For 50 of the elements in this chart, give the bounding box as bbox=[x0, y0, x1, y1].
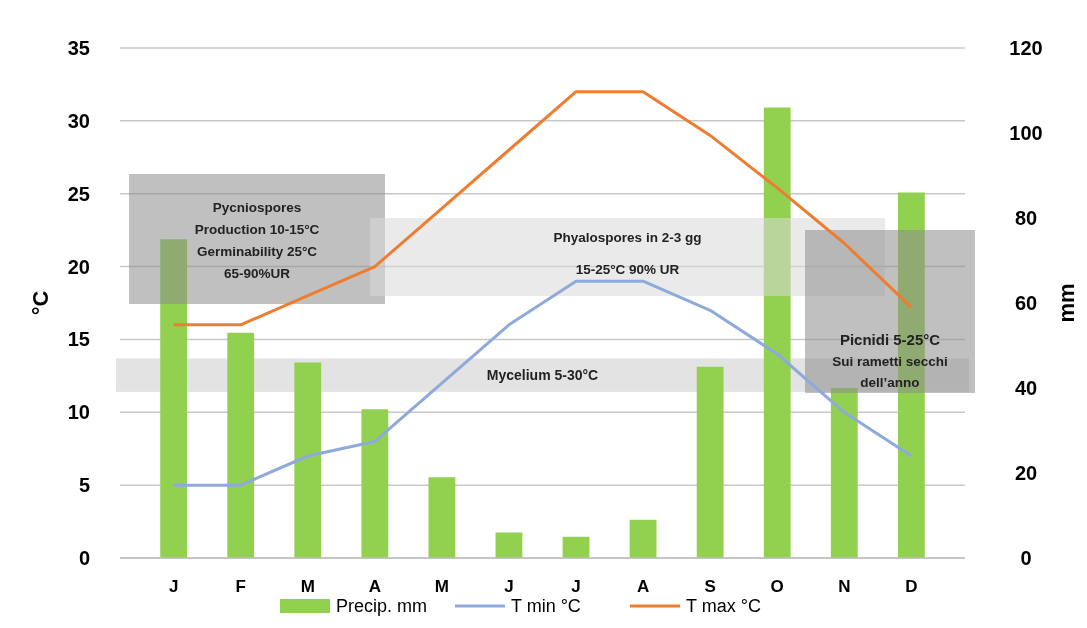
legend-label: T min °C bbox=[511, 596, 581, 616]
y-tick-label: 5 bbox=[78, 474, 90, 497]
x-tick-label: F bbox=[235, 577, 246, 596]
y2-tick-label: 100 bbox=[1009, 122, 1043, 144]
bar bbox=[361, 409, 389, 558]
x-tick-label: J bbox=[571, 577, 581, 596]
y-tick-label: 10 bbox=[67, 401, 90, 424]
x-tick-label: D bbox=[905, 577, 918, 596]
bar bbox=[830, 388, 858, 558]
note-box: Phyalospores in 2-3 gg 15-25°C 90% UR bbox=[370, 218, 885, 296]
bar bbox=[160, 239, 188, 558]
y2-axis-title: mm bbox=[1054, 283, 1079, 323]
annotation: Pycniospores Production 10-15°C Germinability 25°C 65-90%UR bbox=[194, 200, 320, 281]
y-tick-label: 25 bbox=[67, 182, 90, 205]
y2-tick-label: 80 bbox=[1014, 207, 1038, 229]
legend-label: Precip. mm bbox=[336, 596, 428, 616]
y-axis-title: °C bbox=[28, 290, 53, 316]
x-tick-label: J bbox=[504, 577, 514, 596]
y2-tick-label: 20 bbox=[1014, 462, 1038, 484]
y-tick-label: 35 bbox=[67, 37, 90, 59]
y-tick-label: 30 bbox=[67, 109, 90, 132]
y-tick-label: 15 bbox=[67, 328, 90, 351]
bar bbox=[629, 519, 657, 558]
x-tick-label: A bbox=[368, 577, 381, 596]
y2-tick-label: 120 bbox=[1009, 37, 1043, 59]
x-tick-label: S bbox=[704, 577, 716, 596]
x-tick-label: M bbox=[300, 577, 315, 596]
legend-label: T max °C bbox=[686, 596, 761, 616]
y-tick-label: 20 bbox=[67, 255, 90, 278]
bar bbox=[294, 362, 322, 558]
bar bbox=[763, 107, 791, 558]
y-tick-label: 0 bbox=[78, 547, 90, 569]
x-tick-label: M bbox=[434, 577, 449, 596]
line-series bbox=[172, 90, 913, 327]
x-tick-label: N bbox=[838, 577, 851, 596]
note-box: Picnidi 5-25°C Sui rametti secchi dell’anno bbox=[805, 230, 975, 393]
y2-tick-label: 40 bbox=[1014, 377, 1038, 399]
note-box: Pycniospores Production 10-15°C Germinability 25°C 65-90%UR bbox=[129, 174, 385, 304]
annotation: Picnidi 5-25°C Sui rametti secchi dell’anno bbox=[832, 331, 948, 390]
y2-tick-label: 0 bbox=[1020, 547, 1032, 569]
x-tick-label: A bbox=[636, 577, 650, 596]
y2-tick-label: 60 bbox=[1014, 292, 1038, 314]
x-tick-label: J bbox=[168, 577, 179, 596]
bar bbox=[696, 366, 724, 558]
x-tick-label: O bbox=[770, 577, 784, 596]
bar bbox=[562, 536, 590, 558]
bar bbox=[428, 477, 456, 558]
band-label: Mycelium 5-30°C bbox=[486, 367, 599, 384]
bar bbox=[495, 532, 523, 558]
bar bbox=[227, 332, 255, 558]
